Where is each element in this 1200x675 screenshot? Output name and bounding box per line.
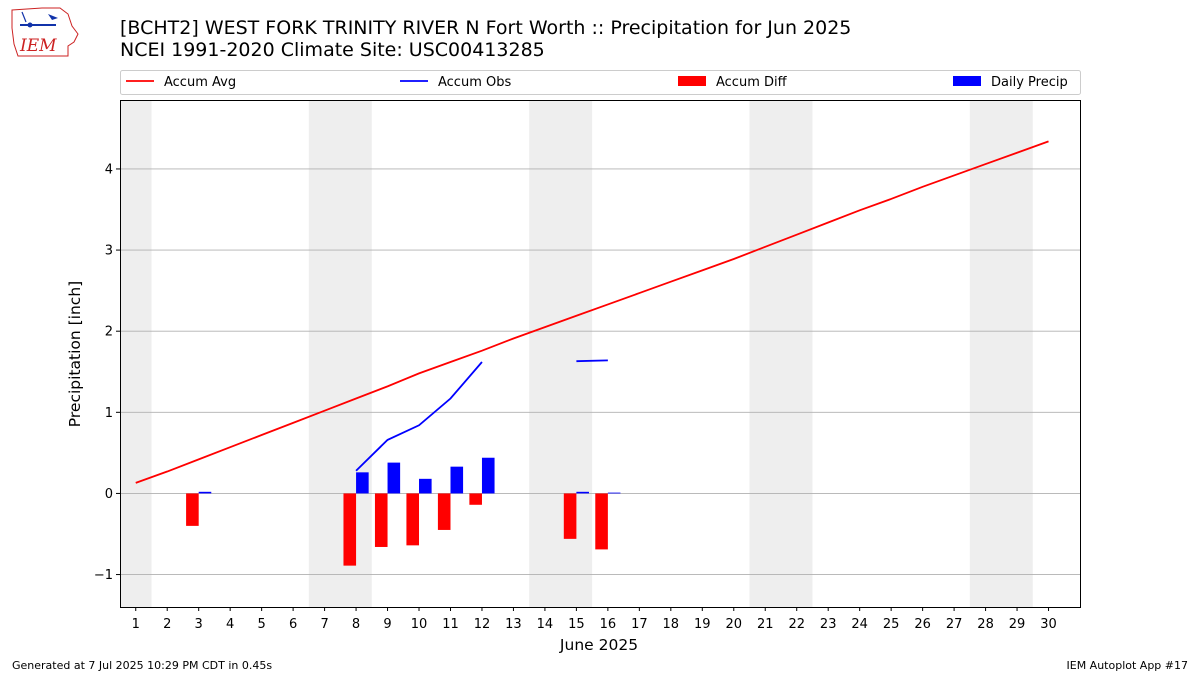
x-tick-label: 19 <box>694 617 711 632</box>
x-tick-label: 14 <box>537 617 554 632</box>
y-tick-label: 0 <box>105 487 113 502</box>
y-tick-label: 1 <box>105 406 113 421</box>
accum-obs-line <box>576 359 608 363</box>
x-tick-label: 8 <box>352 617 360 632</box>
weekend-band <box>120 100 152 607</box>
x-tick-label: 10 <box>411 617 428 632</box>
x-tick-label: 6 <box>289 617 297 632</box>
x-tick-label: 21 <box>757 617 774 632</box>
iem-logo: IEM <box>11 7 79 57</box>
accum-diff-bar <box>469 493 482 505</box>
accum-diff-bar <box>186 493 199 526</box>
chart-title: [BCHT2] WEST FORK TRINITY RIVER N Fort W… <box>120 17 852 39</box>
x-tick-label: 15 <box>568 617 585 632</box>
accum-obs-line <box>355 361 483 472</box>
x-tick-label: 4 <box>226 617 234 632</box>
weekend-band <box>529 100 593 607</box>
x-tick-label: 24 <box>851 617 868 632</box>
accum-diff-bar <box>406 493 420 546</box>
daily-precip-bar <box>607 492 621 494</box>
daily-precip-bar <box>387 462 401 494</box>
bars-layer <box>186 457 621 566</box>
logo-vane-shape <box>48 14 58 20</box>
logo-text: IEM <box>19 36 57 56</box>
accum-diff-bar <box>437 493 451 530</box>
x-tick-label: 3 <box>195 617 203 632</box>
legend-label: Daily Precip <box>991 75 1068 90</box>
x-axis-label: June 2025 <box>559 636 638 654</box>
x-tick-label: 7 <box>320 617 328 632</box>
footer-app-text: IEM Autoplot App #17 <box>1066 659 1189 672</box>
x-tick-label: 12 <box>474 617 491 632</box>
x-tick-label: 28 <box>977 617 994 632</box>
daily-precip-bar <box>576 491 589 494</box>
x-tick-label: 9 <box>383 617 391 632</box>
legend-label: Accum Diff <box>716 75 788 90</box>
y-tick-label: 2 <box>105 325 113 340</box>
daily-precip-bar <box>198 491 212 494</box>
accum-diff-bar <box>563 493 577 539</box>
legend-label: Accum Avg <box>164 75 236 90</box>
daily-precip-bar <box>356 472 369 494</box>
y-tick-label: 4 <box>105 162 113 177</box>
y-axis-label: Precipitation [inch] <box>66 281 84 427</box>
x-tick-label: 22 <box>788 617 805 632</box>
x-tick-label: 11 <box>442 617 459 632</box>
legend-swatch-bar <box>678 76 706 86</box>
legend-label: Accum Obs <box>438 75 511 90</box>
x-tick-label: 13 <box>505 617 522 632</box>
weekend-band <box>969 100 1033 607</box>
y-tick-label: −1 <box>94 568 113 583</box>
weekend-band <box>749 100 813 607</box>
x-tick-label: 26 <box>914 617 931 632</box>
x-tick-label: 25 <box>883 617 900 632</box>
accum-diff-bar <box>343 493 357 566</box>
x-tick-label: 20 <box>725 617 742 632</box>
y-tick-label: 3 <box>105 244 113 259</box>
legend: Accum Avg Accum Obs Accum Diff Daily Precip <box>120 70 1081 95</box>
x-tick-label: 1 <box>132 617 140 632</box>
legend-swatch-bar <box>953 76 981 86</box>
x-tick-label: 17 <box>631 617 648 632</box>
x-tick-label: 18 <box>663 617 680 632</box>
x-tick-label: 27 <box>946 617 963 632</box>
x-tick-label: 30 <box>1040 617 1057 632</box>
x-tick-label: 16 <box>600 617 617 632</box>
logo-dot-shape <box>27 22 33 28</box>
daily-precip-bar <box>481 457 495 494</box>
plot-frame <box>120 100 1081 608</box>
weekend-shading <box>120 100 1033 607</box>
chart-subtitle: NCEI 1991-2020 Climate Site: USC00413285 <box>120 39 545 61</box>
daily-precip-bar <box>450 466 464 494</box>
x-tick-label: 29 <box>1009 617 1026 632</box>
x-tick-label: 23 <box>820 617 837 632</box>
iowa-outline-shape <box>11 7 79 57</box>
accum-diff-bar <box>374 493 388 547</box>
accum-avg-line <box>135 140 1049 484</box>
weekend-band <box>308 100 372 607</box>
x-tick-label: 2 <box>163 617 171 632</box>
footer-generated-text: Generated at 7 Jul 2025 10:29 PM CDT in … <box>12 659 273 672</box>
daily-precip-bar <box>419 478 432 494</box>
legend-box <box>120 70 1081 95</box>
x-tick-label: 5 <box>257 617 265 632</box>
accum-diff-bar <box>595 493 608 550</box>
logo-line-shape <box>21 11 27 23</box>
lines-layer <box>135 140 1049 484</box>
